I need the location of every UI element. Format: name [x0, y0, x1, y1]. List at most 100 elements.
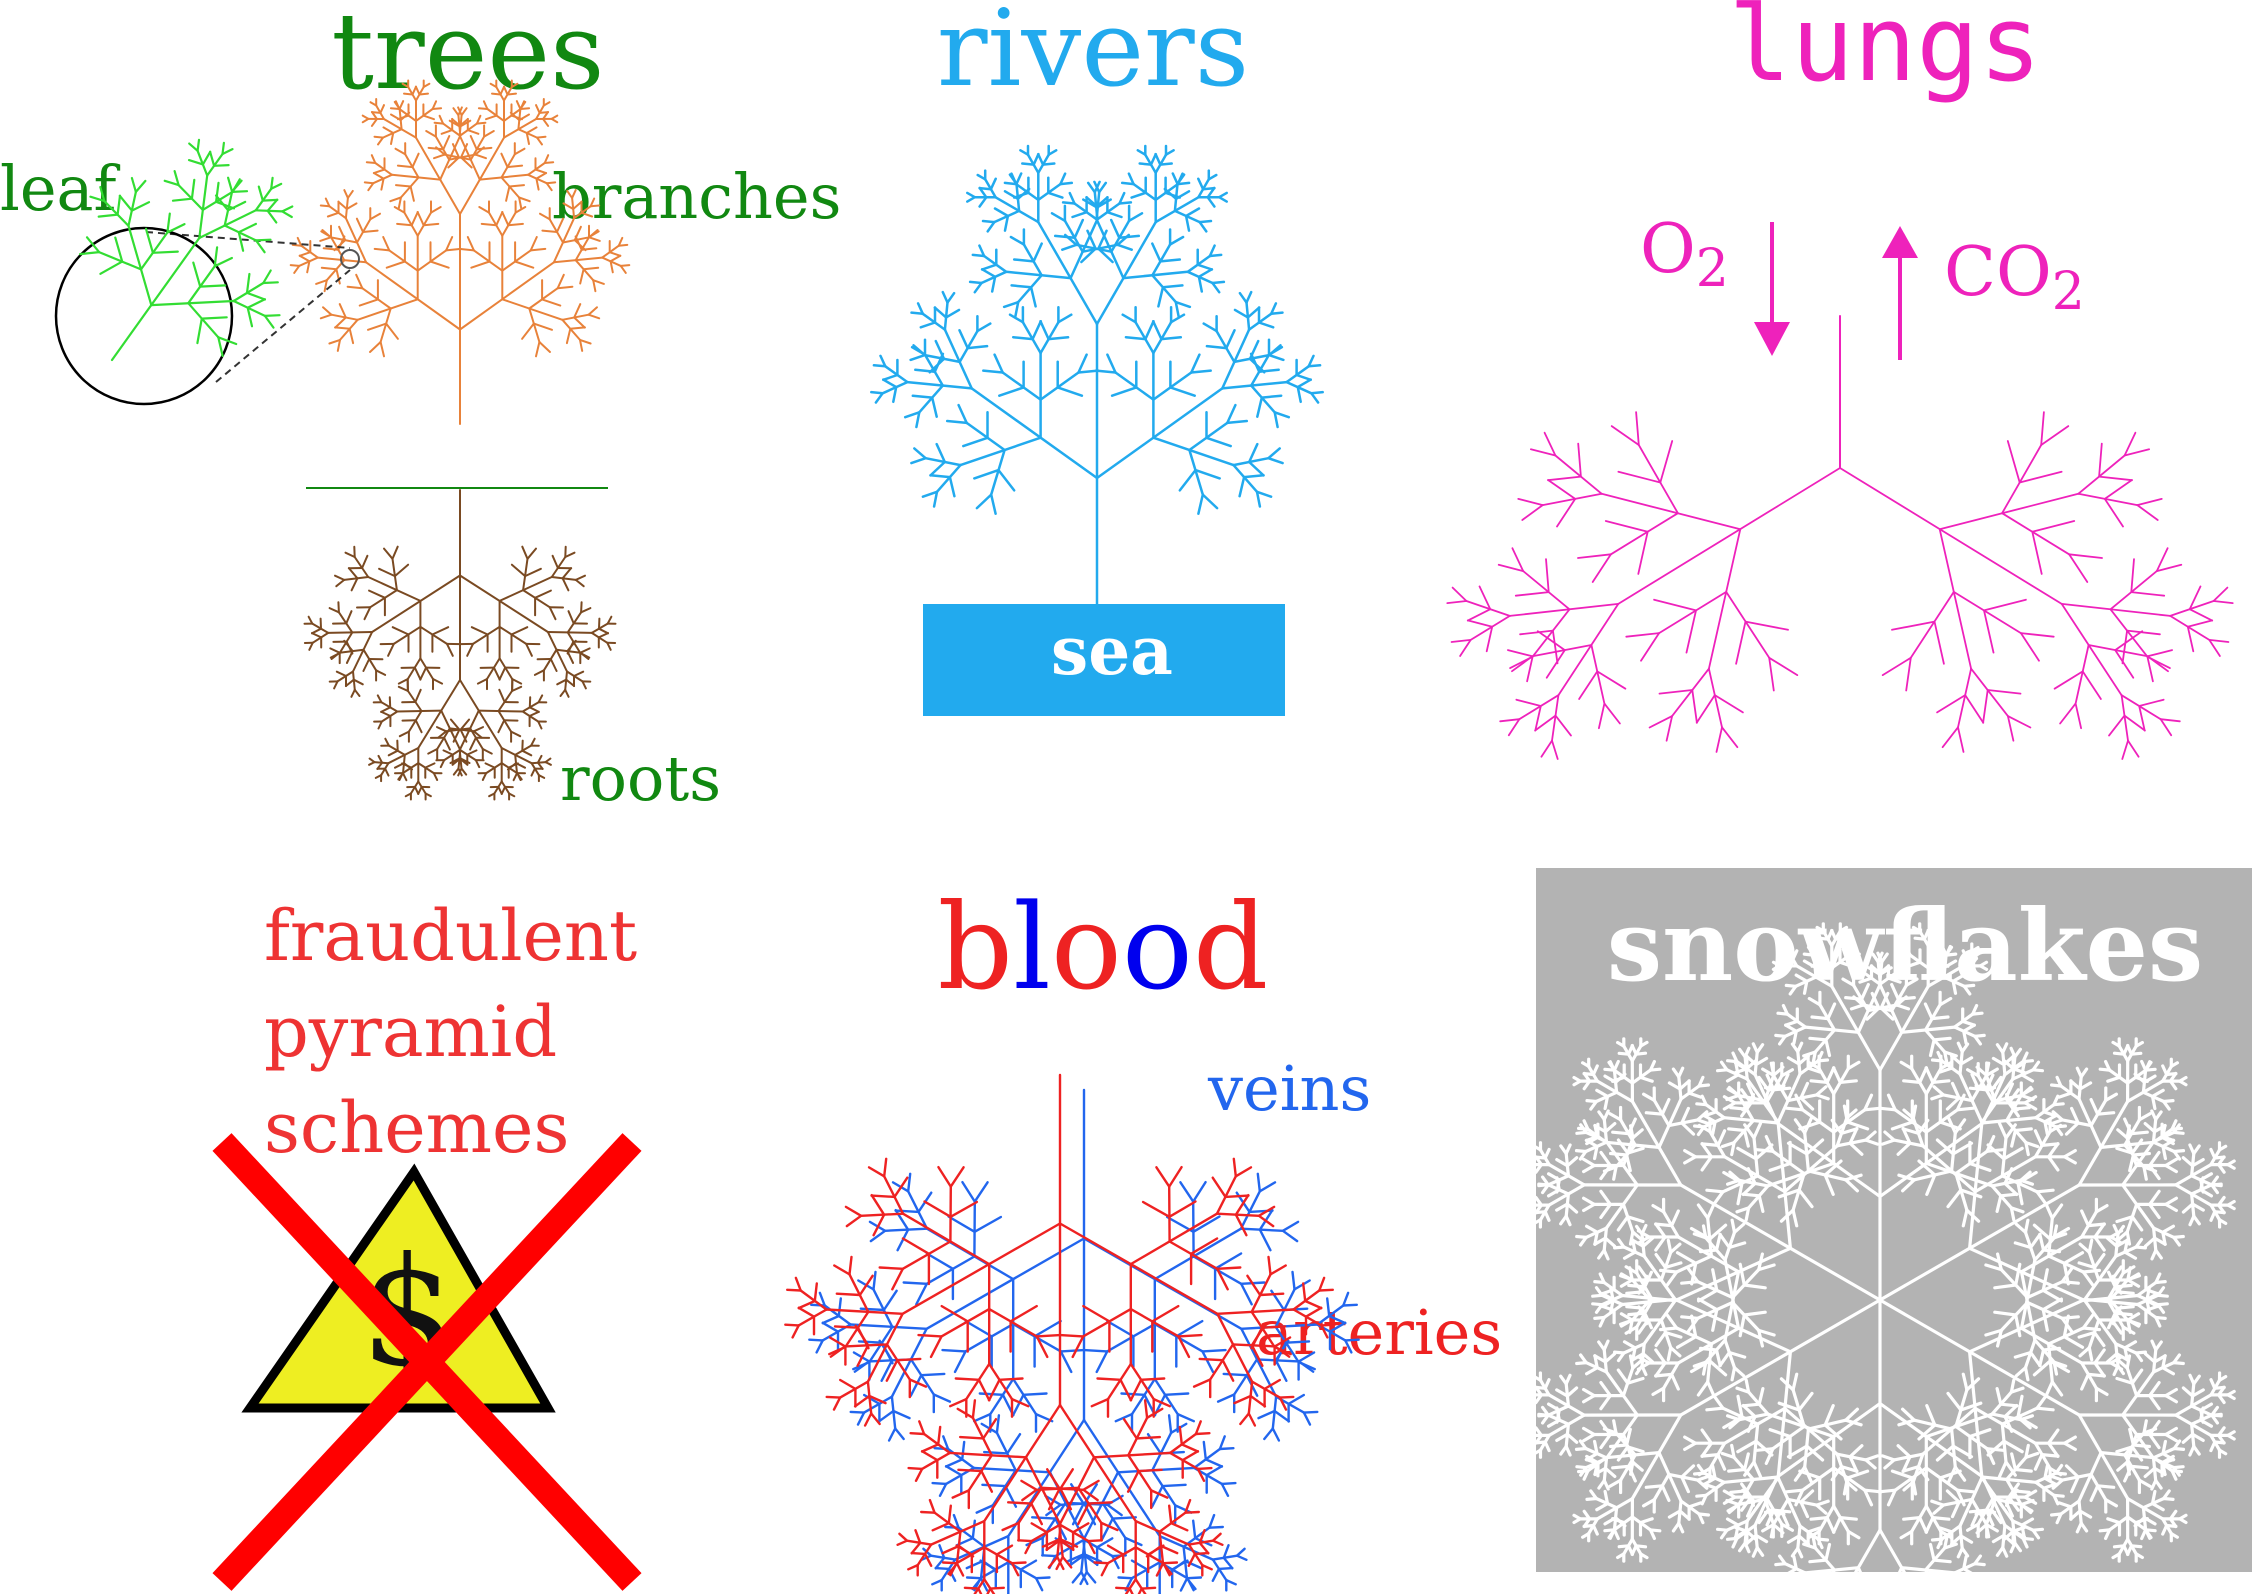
vein-segment	[1327, 1314, 1347, 1325]
snowflake-arm-segment	[1742, 1310, 1767, 1317]
branch-segment	[475, 114, 482, 125]
river-segment	[1174, 300, 1192, 309]
root-segment	[392, 625, 422, 645]
vein-segment	[1211, 1567, 1221, 1583]
co2-arrow-head	[1882, 226, 1918, 258]
leaf-vein-segment	[99, 260, 124, 275]
snowflake-arm-segment	[1612, 1165, 1618, 1181]
artery-segment	[907, 1563, 919, 1571]
snowflake-arm-segment	[1848, 1126, 1859, 1145]
river-segment	[1225, 329, 1236, 350]
artery-segment	[977, 1587, 983, 1594]
vein-segment	[1080, 1570, 1089, 1586]
artery-segment	[1263, 1378, 1282, 1391]
bronchus-segment	[1721, 726, 1739, 749]
artery-segment	[929, 1519, 986, 1546]
branch-segment	[589, 204, 601, 208]
snowflake-arm-segment	[1997, 1121, 2008, 1140]
artery-segment	[1077, 1486, 1103, 1525]
artery-segment	[1267, 1255, 1272, 1276]
snowflake-arm-segment	[1743, 1046, 1751, 1059]
root-segment	[550, 576, 577, 581]
snowflake-arm-segment	[1593, 1315, 1606, 1321]
branch-segment	[379, 307, 392, 343]
leaf-vein-segment	[246, 298, 266, 309]
branch-segment	[289, 264, 301, 267]
artery-segment	[1056, 1555, 1065, 1571]
snowflake-arm-segment	[1923, 1002, 1934, 1021]
river-segment	[928, 357, 946, 374]
snowflake-arm-segment	[1761, 1523, 1775, 1533]
bronchus-segment	[2074, 702, 2083, 730]
root-segment	[546, 631, 593, 634]
snowflake-arm-segment	[1670, 1372, 1680, 1391]
snowflake-arm-segment	[1584, 1134, 1600, 1143]
bronchus-segment	[1531, 608, 1571, 658]
snowflake-arm-segment	[1880, 952, 1889, 964]
snowflake-arm-segment	[1918, 1066, 1929, 1085]
snowflake-arm-segment	[2099, 1140, 2156, 1150]
bronchus-segment	[1552, 629, 1559, 665]
snowflake-arm-segment	[2092, 1252, 2106, 1270]
snowflake-arm-segment	[2105, 1236, 2119, 1248]
leaf-vein-segment	[246, 306, 254, 328]
snowflake-arm-segment	[1838, 1515, 1858, 1521]
branch-segment	[507, 222, 524, 227]
root-segment	[333, 680, 339, 690]
snowflake-arm-segment	[1665, 1313, 1679, 1330]
snowflake-arm-segment	[2024, 1443, 2030, 1460]
branch-segment	[319, 236, 332, 242]
branch-segment	[396, 114, 410, 121]
bronchus-segment	[1509, 655, 1534, 669]
branch-segment	[548, 218, 564, 244]
snowflake-arm-segment	[2081, 1313, 2095, 1330]
snowflake-arm-segment	[1599, 1432, 1612, 1450]
artery-segment	[1071, 1335, 1085, 1359]
snowflake-arm-segment	[1582, 1119, 1590, 1131]
snowflake-arm-segment	[1609, 1297, 1615, 1314]
snowflake-arm-segment	[2013, 1241, 2033, 1250]
snowflake-arm-segment	[1740, 1482, 1753, 1499]
river-segment	[1004, 270, 1072, 280]
snowflake-arm-segment	[2002, 1059, 2016, 1071]
leaf-vein-segment	[103, 199, 130, 227]
snowflake-arm-segment	[1965, 1522, 1980, 1532]
snowflake-arm-segment	[1830, 984, 1882, 1072]
snowflake-arm-segment	[1754, 1439, 1774, 1457]
snowflake-arm-segment	[1967, 1350, 1984, 1480]
river-segment	[1176, 173, 1186, 186]
river-segment	[1085, 196, 1100, 209]
snowflake-arm-segment	[1995, 1545, 2005, 1557]
snowflake-arm-segment	[1680, 1315, 1700, 1320]
root-segment	[337, 611, 354, 634]
artery-segment	[1232, 1157, 1238, 1178]
snowflake-arm-segment	[1695, 1478, 1709, 1490]
snowflake-arm-segment	[1803, 1025, 1860, 1034]
branch-segment	[367, 322, 388, 331]
vein-segment	[1011, 1393, 1025, 1417]
bronchus-segment	[1521, 504, 1544, 521]
river-segment	[1198, 219, 1213, 224]
river-segment	[930, 396, 938, 418]
vein-segment	[1239, 1227, 1285, 1233]
root-segment	[510, 626, 529, 636]
artery-segment	[848, 1255, 853, 1276]
root-segment	[458, 757, 469, 766]
artery-segment	[1128, 1587, 1134, 1594]
river-segment	[1307, 354, 1315, 368]
branch-segment	[588, 230, 600, 239]
vein-segment	[849, 1410, 866, 1414]
snowflake-arm-segment	[2010, 1452, 2018, 1472]
leaf-vein-segment	[261, 198, 279, 202]
river-segment	[1221, 328, 1251, 390]
snowflake-arm-segment	[2144, 1528, 2152, 1540]
snowflake-arm-segment	[2160, 1457, 2176, 1466]
snowflake-arm-segment	[2048, 1359, 2071, 1374]
snowflake-arm-segment	[2020, 1517, 2035, 1527]
snowflake-arm-segment	[1616, 1445, 1630, 1462]
snowflake-arm-segment	[1592, 1439, 1599, 1456]
bronchus-segment	[1540, 739, 1553, 758]
bronchus-segment	[1768, 656, 1775, 692]
branch-segment	[619, 264, 627, 274]
snowflake-arm-segment	[2021, 1536, 2029, 1549]
